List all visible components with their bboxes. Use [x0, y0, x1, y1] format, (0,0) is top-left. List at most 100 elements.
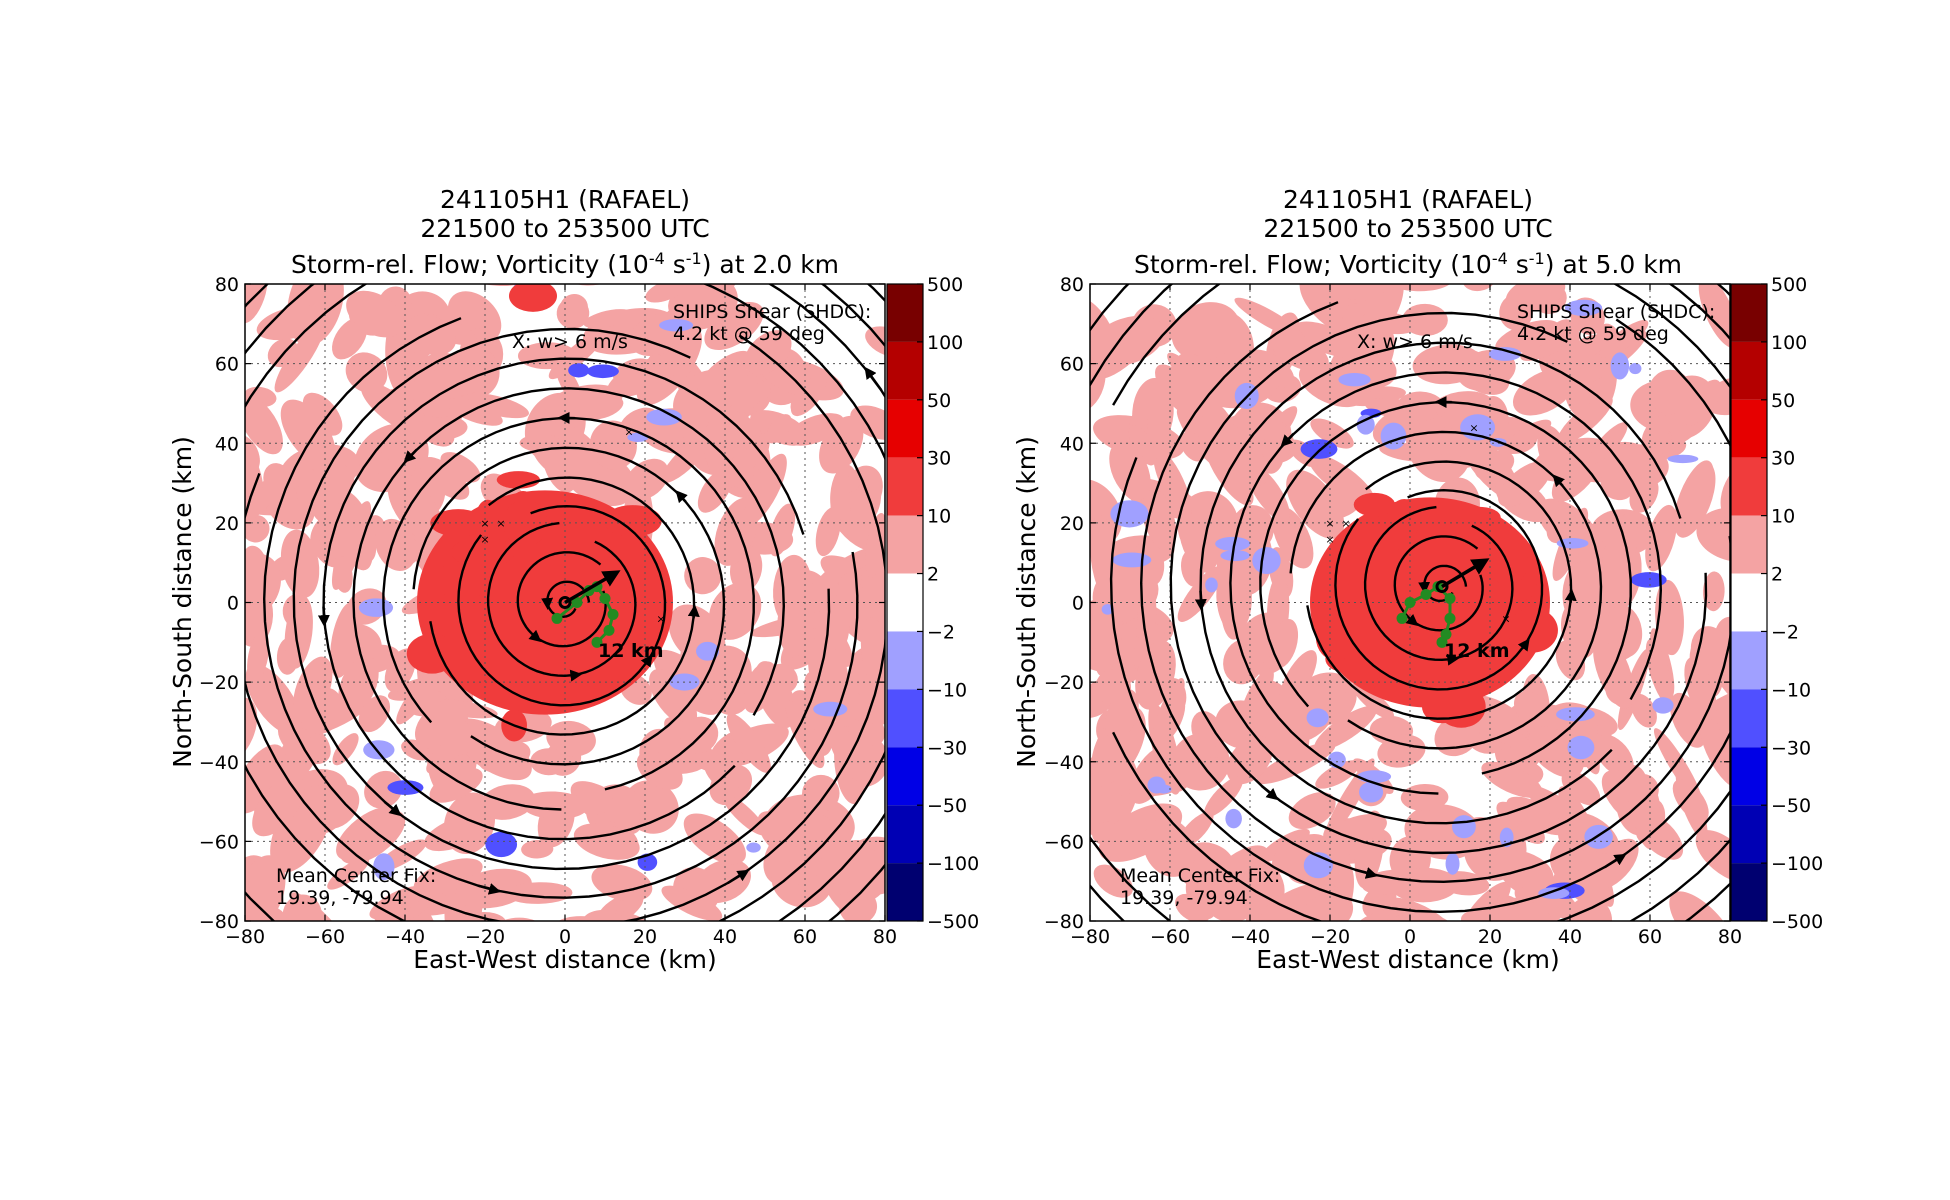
vorticity-patch	[1557, 396, 1613, 445]
vorticity-patch-negative	[485, 831, 518, 858]
colorbar-tick-label: −2	[927, 621, 955, 643]
center-track-point	[571, 597, 583, 608]
shear-label-line2: 4.2 kt @ 59 deg	[1517, 323, 1669, 345]
vorticity-patch	[1498, 461, 1551, 507]
colorbar-tick-label: −100	[927, 853, 979, 875]
vorticity-patch	[332, 626, 361, 674]
vorticity-patch-negative	[1338, 372, 1371, 387]
streamline-arrow	[1405, 613, 1419, 627]
vorticity-patch	[766, 414, 792, 444]
vorticity-patch	[1204, 776, 1243, 817]
streamline-arrow	[1482, 181, 1506, 184]
vorticity-patch-negative	[568, 363, 590, 378]
vorticity-patch	[1175, 893, 1211, 921]
x-tick-label: 20	[633, 926, 657, 948]
vorticity-patch-negative	[1629, 362, 1642, 375]
vorticity-patch	[591, 864, 653, 902]
vorticity-patch	[1561, 771, 1601, 806]
vorticity-patch	[704, 301, 764, 351]
colorbar-band	[1731, 457, 1767, 516]
vorticity-patch-negative	[1356, 414, 1375, 435]
colorbar-tick-label: −30	[927, 737, 967, 759]
streamline-arrow	[640, 654, 653, 668]
vorticity-patch	[865, 512, 885, 579]
streamline-arrow	[198, 931, 218, 952]
y-tick-label: 60	[215, 354, 239, 376]
vorticity-patch	[414, 368, 450, 397]
x-tick-label: −60	[305, 926, 345, 948]
vorticity-patch	[697, 350, 752, 396]
vorticity-patch	[1566, 870, 1611, 906]
panel-right: 241105H1 (RAFAEL) 221500 to 253500 UTC S…	[1012, 181, 1823, 974]
vorticity-patch	[1648, 369, 1693, 415]
vorticity-patch	[1314, 705, 1377, 751]
vorticity-patch	[1289, 674, 1348, 737]
vorticity-patch-negative	[1306, 708, 1329, 728]
colorbar-tick-label: −500	[927, 911, 979, 933]
vorticity-patch	[360, 381, 424, 435]
vorticity-patch	[1180, 549, 1204, 587]
colorbar-tick-label: −50	[927, 795, 967, 817]
vorticity-patch-negative	[1556, 707, 1595, 722]
colorbar-band	[1731, 863, 1767, 921]
streamline-arrow	[100, 562, 102, 590]
axis-ticks: −80 −60 −40 −20 0 20 40 60 80 80 60 40 20 0 −20 −40 −60 −…	[199, 274, 897, 948]
vorticity-patch	[332, 733, 359, 766]
colorbar-band	[887, 399, 923, 458]
center-track-point	[1396, 612, 1408, 624]
colorbar-tick-label: −100	[1771, 853, 1823, 875]
vorticity-patch	[1272, 506, 1314, 569]
vorticity-patch	[660, 431, 715, 484]
vorticity-patch	[1094, 615, 1116, 676]
x-tick-label: 40	[713, 926, 737, 948]
updraft-mark: ×	[656, 612, 665, 625]
vorticity-patch	[1693, 685, 1730, 736]
vorticity-patch-negative	[1564, 299, 1603, 316]
vorticity-patch	[1090, 354, 1106, 412]
streamline	[322, 357, 805, 841]
vorticity-patch	[1288, 792, 1336, 830]
vorticity-patch	[1506, 796, 1569, 836]
vorticity-patch	[1226, 735, 1273, 785]
vorticity-patch	[1220, 571, 1248, 640]
vorticity-patch	[624, 458, 669, 501]
streamline	[292, 327, 831, 871]
updraft-mark: ×	[1325, 533, 1334, 546]
colorbar-tick-label: −10	[927, 679, 967, 701]
vorticity-patch-negative	[1567, 735, 1595, 760]
x-tick-label: 20	[1478, 926, 1502, 948]
colorbar-band	[887, 863, 923, 921]
streamline-arrow	[383, 800, 402, 817]
y-tick-label: 40	[215, 433, 239, 455]
vorticity-core	[437, 591, 498, 617]
vorticity-patch-negative	[586, 364, 619, 379]
colorbar: 500 100 50 30 10 2 −2 −10 −30 −50 −100 −500	[886, 274, 979, 933]
vorticity-core	[1421, 689, 1462, 724]
center-fix-line1: Mean Center Fix:	[276, 865, 436, 887]
vorticity-patch	[339, 810, 406, 864]
vorticity-core	[1455, 506, 1501, 528]
colorbar-tick-label: 10	[927, 506, 951, 528]
vorticity-patch	[245, 395, 283, 455]
vorticity-core	[406, 633, 458, 674]
x-tick-label: 80	[1718, 926, 1742, 948]
vorticity-patch-negative	[659, 319, 694, 332]
center-track-point	[607, 608, 619, 620]
vorticity-core	[475, 499, 500, 537]
vorticity-patch	[1695, 830, 1730, 882]
vorticity-patch	[1605, 605, 1643, 658]
streamline	[245, 334, 885, 921]
vorticity-patch	[754, 661, 796, 729]
streamline-arrow	[1517, 638, 1530, 652]
center-track-point	[1444, 612, 1456, 624]
vorticity-patch	[1141, 486, 1177, 551]
vorticity-patch	[683, 813, 746, 865]
axis-ticks: −80 −60 −40 −20 0 20 40 60 80 80 60 40 20 0 −20 −40 −60 −…	[1044, 274, 1742, 948]
vorticity-patch	[245, 855, 286, 921]
panel-title-line1: 241105H1 (RAFAEL)	[440, 185, 690, 214]
vorticity-patch-negative	[1488, 347, 1522, 361]
vorticity-patch	[252, 775, 305, 837]
colorbar-tick-label: 30	[927, 448, 951, 470]
vorticity-patch	[521, 791, 589, 820]
vorticity-patch	[1495, 319, 1560, 355]
